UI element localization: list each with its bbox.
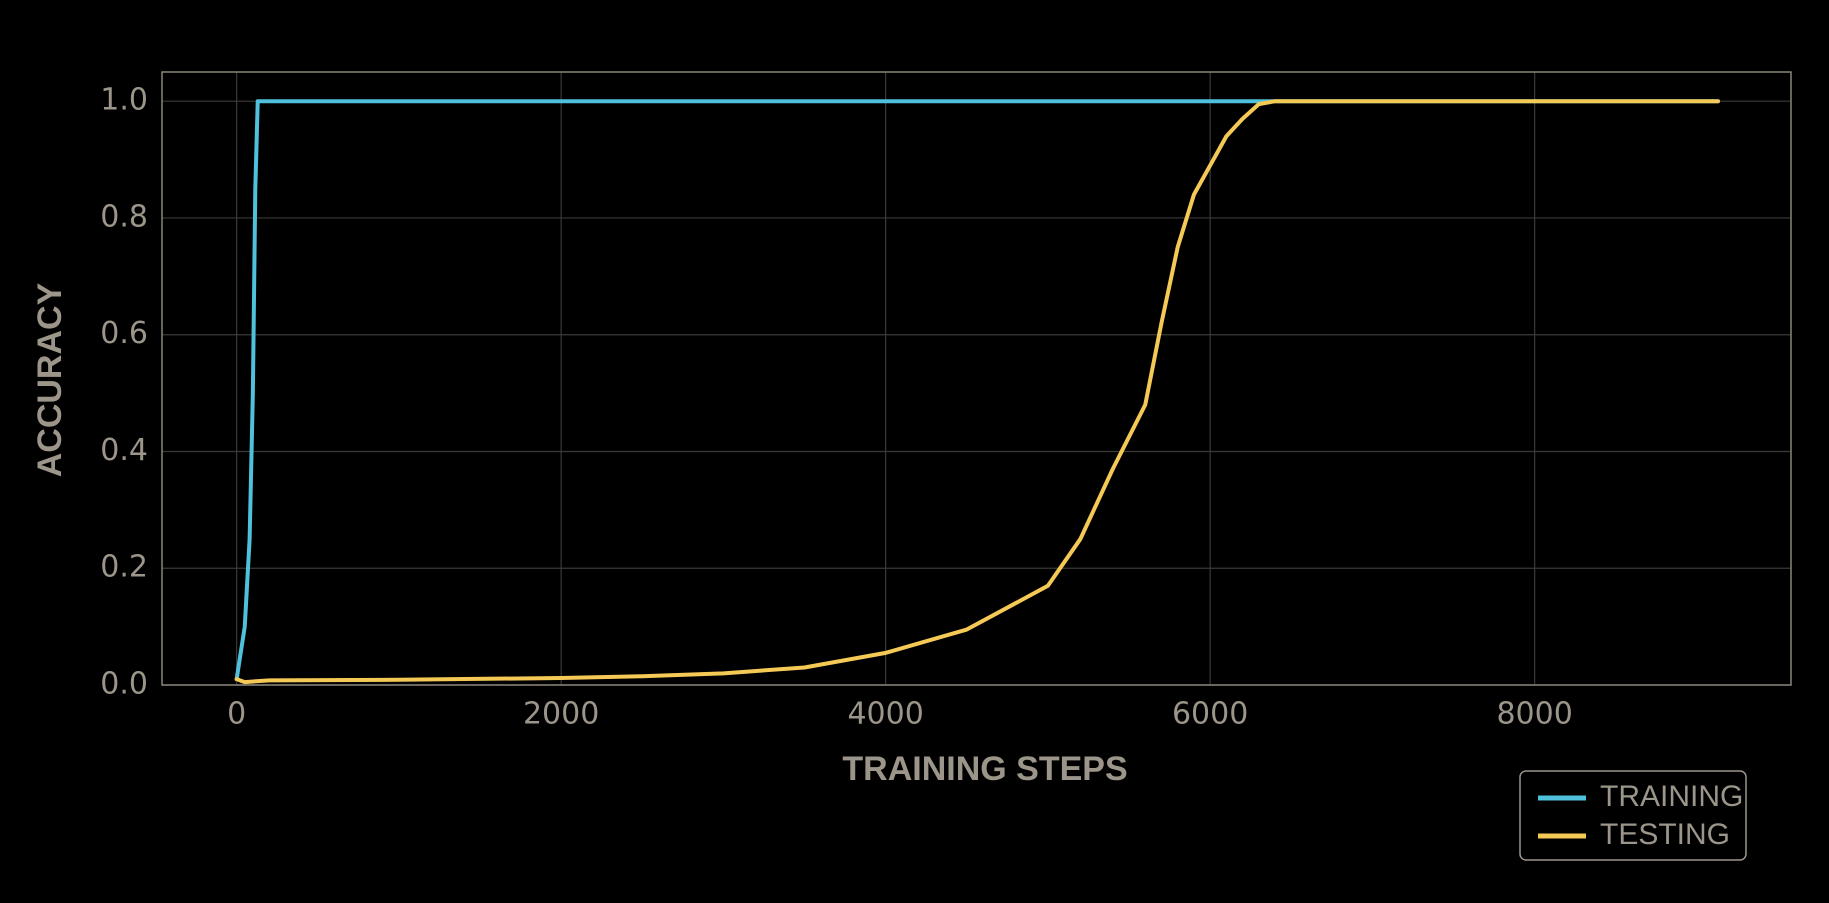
- x-tick-label: 0: [227, 697, 246, 732]
- series-line: [234, 99, 1720, 685]
- y-axis-title: ACCURACY: [31, 282, 69, 477]
- x-tick-label: 4000: [847, 697, 923, 732]
- x-tick-label: 2000: [523, 697, 599, 732]
- plot-frame: [161, 71, 1792, 686]
- x-tick-label: 6000: [1172, 697, 1248, 732]
- y-tick-label: 0.4: [100, 433, 148, 468]
- y-tick-label: 1.0: [100, 83, 148, 118]
- y-tick-label: 0.2: [100, 550, 148, 585]
- x-tick-label: 8000: [1496, 697, 1572, 732]
- series-line: [234, 99, 1720, 682]
- y-tick-label: 0.0: [100, 667, 148, 702]
- legend-label: TESTING: [1600, 818, 1730, 851]
- legend-label: TRAINING: [1600, 780, 1743, 813]
- y-tick-label: 0.6: [100, 316, 148, 351]
- y-tick-label: 0.8: [100, 199, 148, 234]
- x-axis-title: TRAINING STEPS: [842, 750, 1127, 788]
